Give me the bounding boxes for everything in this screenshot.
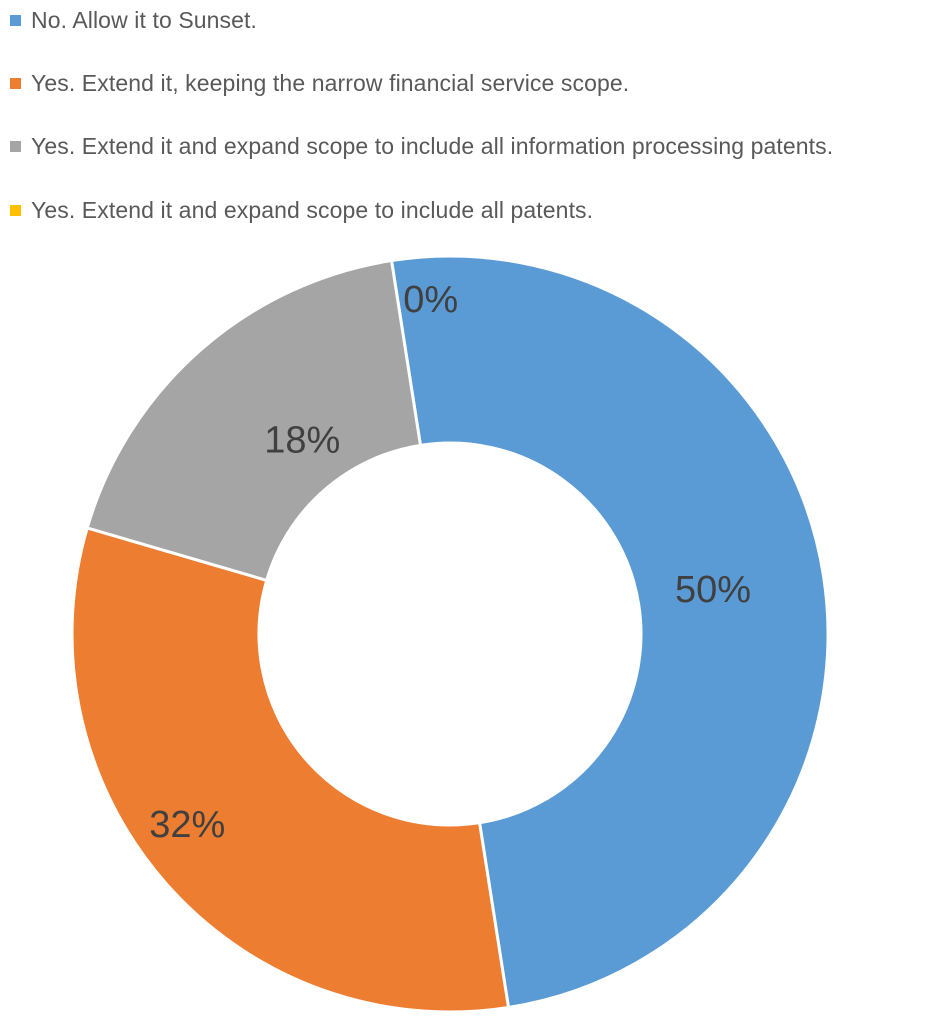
data-label-no-sunset: 50%	[675, 569, 751, 611]
data-label-extend-info-processing: 18%	[264, 419, 340, 461]
slice-extend-narrow	[72, 528, 508, 1012]
data-label-extend-narrow: 32%	[149, 804, 225, 846]
data-label-extend-all-patents: 0%	[403, 279, 458, 321]
slice-extend-info-processing	[87, 261, 420, 581]
donut-slices	[72, 256, 828, 1012]
